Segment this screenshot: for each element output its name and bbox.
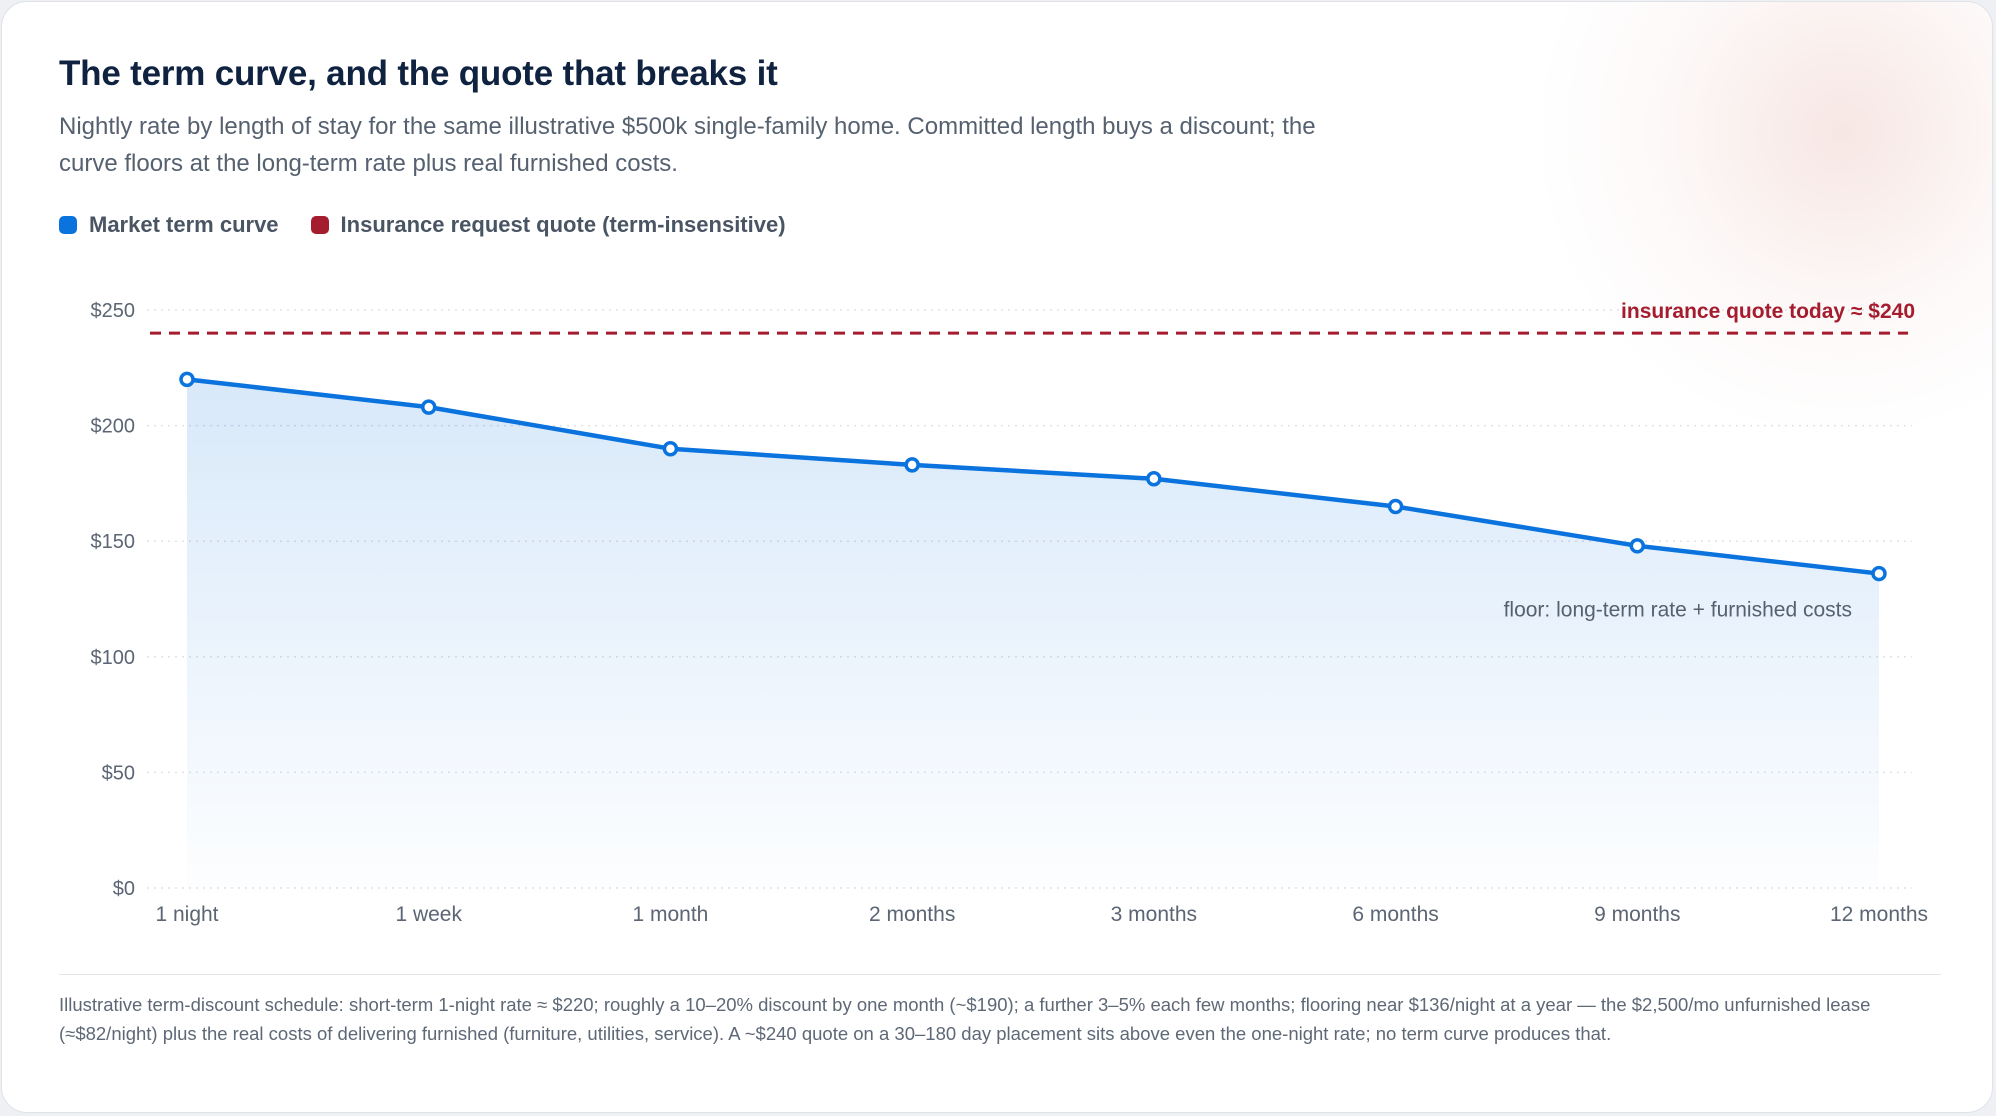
data-point[interactable] xyxy=(662,440,679,457)
y-tick-label: $0 xyxy=(113,878,135,900)
chart-subtitle: Nightly rate by length of stay for the s… xyxy=(59,113,1316,177)
legend-item-insurance-quote[interactable]: Insurance request quote (term-insensitiv… xyxy=(310,212,786,238)
y-tick-label: $100 xyxy=(91,647,136,669)
x-tick-label: 1 week xyxy=(395,903,462,926)
floor-annotation: floor: long-term rate + furnished costs xyxy=(1504,599,1852,622)
data-point[interactable] xyxy=(904,457,920,473)
legend-label: Market term curve xyxy=(89,212,279,237)
area-fill xyxy=(187,379,1879,888)
legend-swatch-blue xyxy=(59,216,77,234)
legend-swatch-red xyxy=(310,216,329,234)
x-tick-label: 2 months xyxy=(869,903,955,926)
market-term-curve-line xyxy=(184,377,1882,576)
data-point[interactable] xyxy=(1629,538,1646,554)
legend-label: Insurance request quote (term-insensitiv… xyxy=(340,212,786,237)
y-tick-label: $250 xyxy=(91,300,136,322)
legend-item-market-curve[interactable]: Market term curve xyxy=(59,212,279,238)
x-tick-label: 1 night xyxy=(155,903,218,926)
x-tick-label: 1 month xyxy=(632,903,708,926)
x-tick-label: 6 months xyxy=(1352,903,1438,926)
data-point[interactable] xyxy=(1387,498,1404,515)
y-tick-label: $150 xyxy=(91,531,136,553)
legend: Market term curve Insurance request quot… xyxy=(59,212,786,238)
data-point[interactable] xyxy=(179,371,195,388)
chart-title: The term curve, and the quote that break… xyxy=(59,54,778,93)
x-tick-label: 9 months xyxy=(1594,903,1680,926)
x-tick-label: 3 months xyxy=(1111,903,1197,926)
x-tick-label: 12 months xyxy=(1830,903,1928,926)
insurance-quote-label: insurance quote today ≈ $240 xyxy=(1621,300,1915,323)
data-point[interactable] xyxy=(420,399,437,415)
data-point[interactable] xyxy=(1871,565,1887,582)
y-tick-label: $50 xyxy=(102,762,135,784)
divider xyxy=(59,974,1941,975)
footnote: Illustrative term-discount schedule: sho… xyxy=(59,994,1871,1044)
y-tick-label: $200 xyxy=(91,416,136,438)
data-point[interactable] xyxy=(1146,471,1162,487)
